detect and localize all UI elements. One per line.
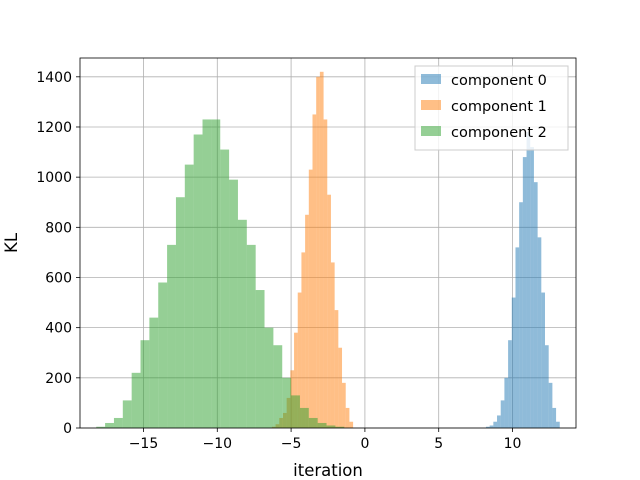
histogram-bar: [500, 400, 505, 428]
legend-label: component 1: [451, 99, 547, 115]
legend: component 0 component 1 component 2: [414, 65, 569, 151]
histogram-bar: [237, 219, 247, 428]
histogram-bar: [273, 345, 283, 428]
y-tick-label: 200: [45, 371, 72, 387]
histogram-bar: [113, 417, 123, 428]
series-0-bars: [485, 132, 560, 428]
histogram-bar: [105, 422, 114, 428]
histogram-bar: [519, 202, 523, 428]
histogram-bar: [338, 347, 343, 428]
histogram-bar: [530, 147, 534, 428]
histogram-bar: [493, 421, 498, 428]
histogram-bar: [326, 425, 336, 428]
series-1-bars: [271, 71, 354, 429]
x-tick-label: 10: [504, 436, 522, 452]
histogram-bar: [312, 114, 317, 429]
legend-swatch: [421, 126, 441, 136]
histogram-bar: [334, 310, 339, 428]
histogram-bar: [316, 76, 320, 428]
histogram-bar: [526, 132, 531, 428]
legend-swatch: [421, 74, 441, 84]
histogram-bar: [308, 169, 313, 428]
histogram-bar: [297, 292, 302, 428]
x-tick-label: 5: [434, 436, 443, 452]
histogram-bar: [485, 426, 490, 428]
histogram-bar: [122, 400, 132, 428]
histogram-bar: [319, 71, 324, 429]
histogram-bar: [184, 164, 194, 428]
histogram-bar: [504, 377, 509, 428]
x-tick-label: −5: [281, 436, 302, 452]
histogram-bar: [140, 340, 150, 428]
legend-swatch: [421, 100, 441, 110]
x-axis-title: iteration: [293, 461, 363, 480]
axes: −15 −10 −5 0 5 10 0 200 400 600 800 1000 1200 1400: [36, 70, 521, 452]
histogram-bar: [548, 382, 553, 428]
histogram-bar: [537, 237, 542, 428]
histogram-bar: [511, 297, 516, 428]
histogram-bar: [497, 415, 501, 428]
y-tick-label: 1400: [36, 70, 72, 86]
histogram-bar: [345, 407, 350, 428]
histogram-bar: [522, 157, 527, 428]
histogram-bar: [255, 290, 265, 428]
histogram-bar: [246, 244, 256, 428]
x-tick-label: −15: [129, 436, 159, 452]
y-tick-label: 1000: [36, 170, 72, 186]
histogram-bar: [264, 327, 274, 428]
histogram-bar: [317, 422, 327, 428]
y-tick-label: 400: [45, 321, 72, 337]
histogram-bar: [167, 244, 176, 428]
histogram-bar: [327, 194, 331, 428]
histogram-bar: [131, 372, 141, 428]
histogram-bar: [96, 426, 106, 428]
legend-label: component 2: [451, 125, 547, 141]
histogram-bar: [515, 247, 520, 428]
histogram-bar: [308, 417, 318, 428]
histogram-bar: [301, 252, 306, 428]
histogram-bar: [202, 119, 212, 428]
histogram-bar: [211, 119, 221, 428]
histogram-bar: [335, 426, 345, 428]
histogram-bar: [291, 395, 300, 428]
histogram-bar: [556, 421, 560, 428]
histogram-bar: [342, 382, 346, 428]
histogram-bar: [158, 282, 168, 428]
histogram-bar: [552, 407, 557, 428]
y-tick-label: 1200: [36, 120, 72, 136]
histogram-bar: [489, 425, 494, 428]
histogram-bar: [294, 332, 298, 428]
histogram-bar: [533, 182, 538, 428]
histogram-bar: [305, 214, 309, 428]
plot-frame: [79, 57, 577, 429]
y-tick-label: 600: [45, 270, 72, 286]
histogram-bar: [220, 149, 230, 428]
histogram-bar: [541, 292, 545, 428]
histogram-bar: [330, 262, 335, 428]
x-tick-label: 0: [360, 436, 369, 452]
histogram-bars: [96, 71, 560, 429]
histogram-bar: [149, 317, 159, 428]
histogram-bar: [323, 119, 328, 428]
histogram-bar: [545, 345, 549, 428]
histogram-bar: [193, 134, 203, 428]
histogram-bar: [508, 340, 512, 428]
x-tick-label: −10: [203, 436, 233, 452]
series-2-bars: [96, 119, 345, 428]
y-tick-label: 0: [63, 421, 72, 437]
legend-label: component 0: [451, 73, 547, 89]
histogram-bar: [175, 197, 185, 428]
y-tick-label: 800: [45, 220, 72, 236]
histogram-bar: [299, 407, 309, 428]
histogram-bar: [282, 377, 292, 428]
y-axis-title: KL: [2, 232, 21, 253]
histogram-bar: [349, 421, 354, 428]
histogram-bar: [229, 179, 238, 428]
